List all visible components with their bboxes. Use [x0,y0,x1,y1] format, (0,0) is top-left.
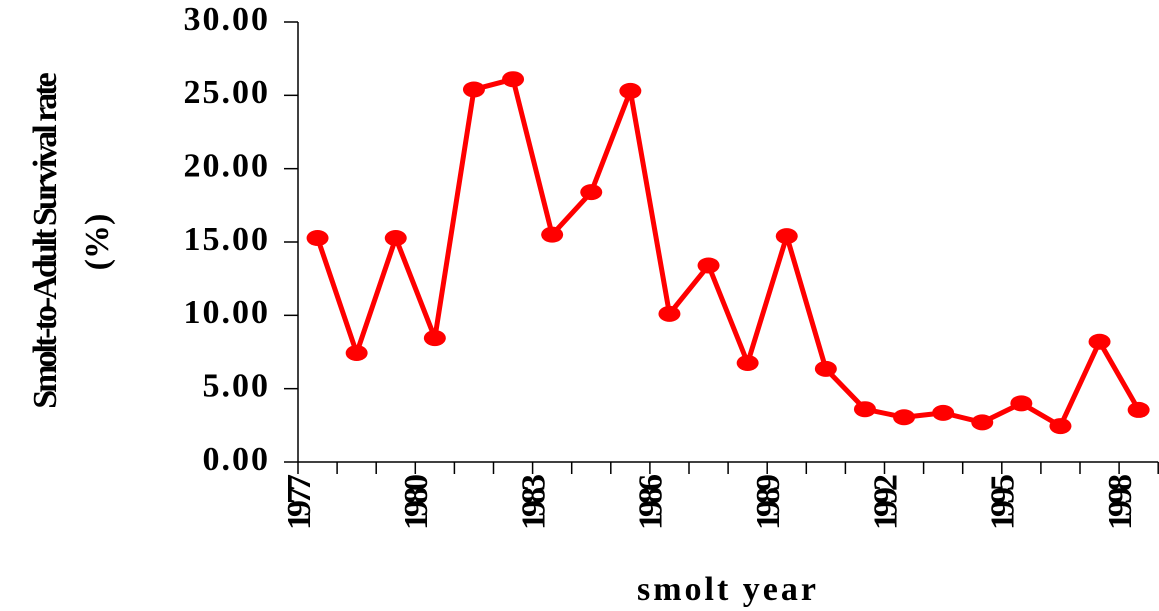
x-tick-label: 1989 [750,475,787,530]
marker [1010,395,1033,412]
marker [814,360,837,377]
marker [462,81,485,98]
y-tick-label: 25.00 [184,74,271,111]
x-axis-title: smolt year [637,571,819,608]
y-tick-label: 5.00 [203,367,271,404]
marker [1127,401,1150,418]
marker [658,305,681,322]
marker [384,230,407,247]
marker [736,355,759,371]
y-tick-label: 15.00 [184,221,271,258]
x-tick-label: 1983 [515,475,552,530]
marker [893,409,916,426]
marker [345,345,368,362]
marker [306,230,329,247]
x-tick-label: 1995 [985,475,1022,530]
marker [775,228,798,245]
x-tick-label: 1977 [281,474,318,530]
marker [580,184,603,201]
marker [1088,333,1111,350]
y-tick-label: 10.00 [184,294,271,331]
y-tick-label: 30.00 [184,1,271,38]
marker [1049,418,1072,435]
x-tick-label: 1992 [867,475,904,530]
marker [541,226,564,243]
marker [697,257,720,274]
y-tick-label: 0.00 [203,441,271,478]
x-tick-label: 1980 [398,475,435,530]
y-axis-title: (%) [79,214,116,271]
line [315,76,1141,429]
marker [619,82,642,99]
y-axis-title: Smolt-to-Adult Survival rate [27,72,64,408]
x-tick-label: 1986 [633,475,670,530]
marker [423,330,446,347]
marker [932,404,955,421]
marker [971,414,994,431]
marker [502,71,525,88]
x-tick-label: 1998 [1102,475,1139,530]
marker [853,401,876,418]
y-tick-label: 20.00 [184,147,271,184]
